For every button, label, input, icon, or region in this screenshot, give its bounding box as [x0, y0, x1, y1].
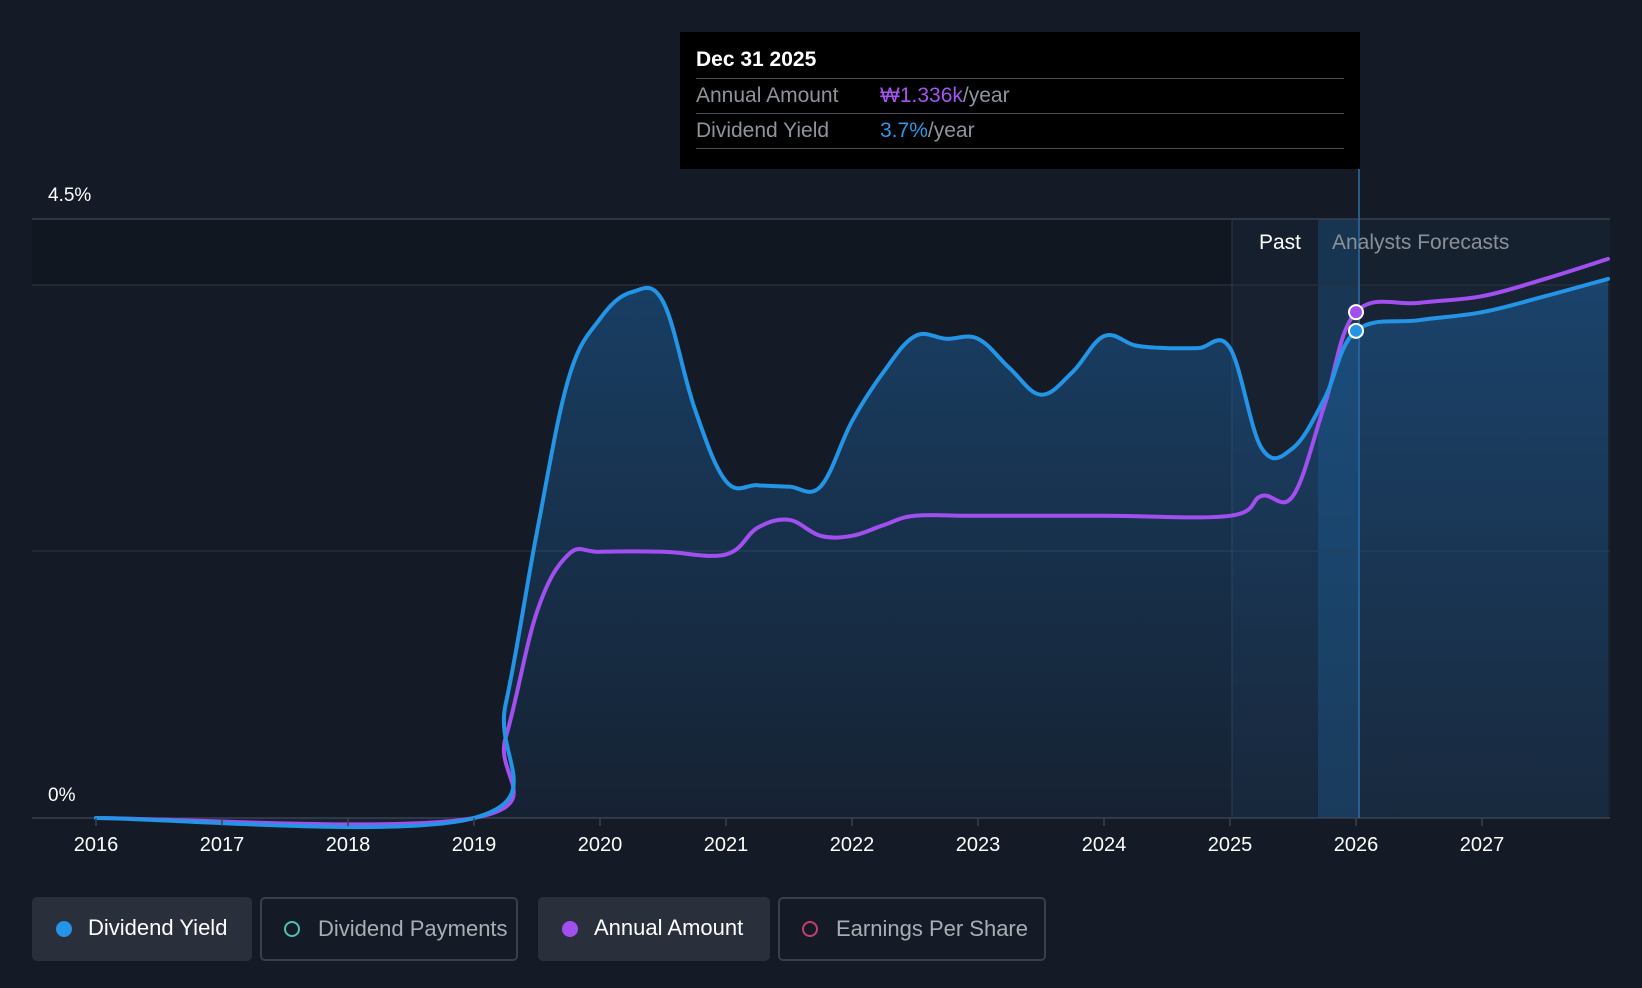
legend-annual-amount-label: Annual Amount [594, 915, 744, 940]
x-tick-label: 2027 [1460, 834, 1505, 856]
forecast-region-label: Analysts Forecasts [1332, 231, 1509, 254]
x-axis-ticks: 2016 2017 2018 2019 2020 2021 2022 2023 2024 2025… [74, 818, 1505, 856]
legend-earnings-per-share-button[interactable]: Earnings Per Share [778, 897, 1046, 961]
x-tick-label: 2022 [830, 834, 875, 856]
x-tick-label: 2025 [1208, 834, 1253, 856]
x-tick-label: 2023 [956, 834, 1001, 856]
future-dark-band [32, 219, 1610, 285]
x-tick-label: 2017 [200, 834, 245, 856]
y-tick-label-max: 4.5% [48, 185, 91, 206]
x-tick-label: 2021 [704, 834, 749, 856]
tooltip-annual-amount-row: Annual Amount ₩1.336k/year [696, 78, 1344, 113]
tooltip-per-year-unit: /year [927, 119, 975, 142]
x-tick-label: 2020 [578, 834, 623, 856]
x-tick-label: 2018 [326, 834, 371, 856]
past-region-label: Past [1259, 231, 1301, 254]
x-tick-label: 2026 [1334, 834, 1379, 856]
tooltip-annual-amount-value-group: ₩1.336k/year [880, 79, 1010, 113]
legend-dividend-yield-dot-icon [56, 921, 72, 937]
legend-earnings-per-share-ring-icon [802, 921, 818, 937]
tooltip-dividend-yield-value: 3.7% [880, 119, 928, 142]
y-tick-label-zero: 0% [48, 785, 76, 806]
legend-annual-amount-button[interactable]: Annual Amount [538, 897, 770, 961]
annual-amount-line [94, 256, 1610, 827]
tooltip-dividend-yield-row: Dividend Yield 3.7%/year [696, 113, 1344, 149]
dividend-yield-marker [1348, 322, 1364, 339]
tooltip-annual-amount-value: ₩1.336k [880, 84, 963, 107]
legend-earnings-per-share-label: Earnings Per Share [836, 916, 1028, 941]
x-tick-label: 2016 [74, 834, 119, 856]
legend-dividend-payments-ring-icon [284, 921, 300, 937]
legend-annual-amount-dot-icon [562, 921, 578, 937]
legend-dividend-payments-button[interactable]: Dividend Payments [260, 897, 518, 961]
tooltip-date: Dec 31 2025 [696, 48, 817, 71]
legend-dividend-payments-label: Dividend Payments [318, 916, 508, 941]
tooltip-annual-amount-label: Annual Amount [696, 84, 839, 107]
x-tick-label: 2024 [1082, 834, 1127, 856]
annual-amount-marker [1348, 304, 1364, 321]
tooltip-dividend-yield-label: Dividend Yield [696, 119, 830, 142]
chart-tooltip: Dec 31 2025 Annual Amount ₩1.336k/year D… [680, 32, 1360, 169]
dividend-yield-area [96, 278, 1608, 828]
tooltip-dividend-yield-value-group: 3.7%/year [880, 114, 975, 148]
legend-dividend-yield-label: Dividend Yield [88, 915, 228, 940]
dividend-yield-line [94, 276, 1610, 830]
tooltip-per-year-unit: /year [962, 84, 1010, 107]
x-tick-label: 2019 [452, 834, 497, 856]
legend-dividend-yield-button[interactable]: Dividend Yield [32, 897, 252, 961]
